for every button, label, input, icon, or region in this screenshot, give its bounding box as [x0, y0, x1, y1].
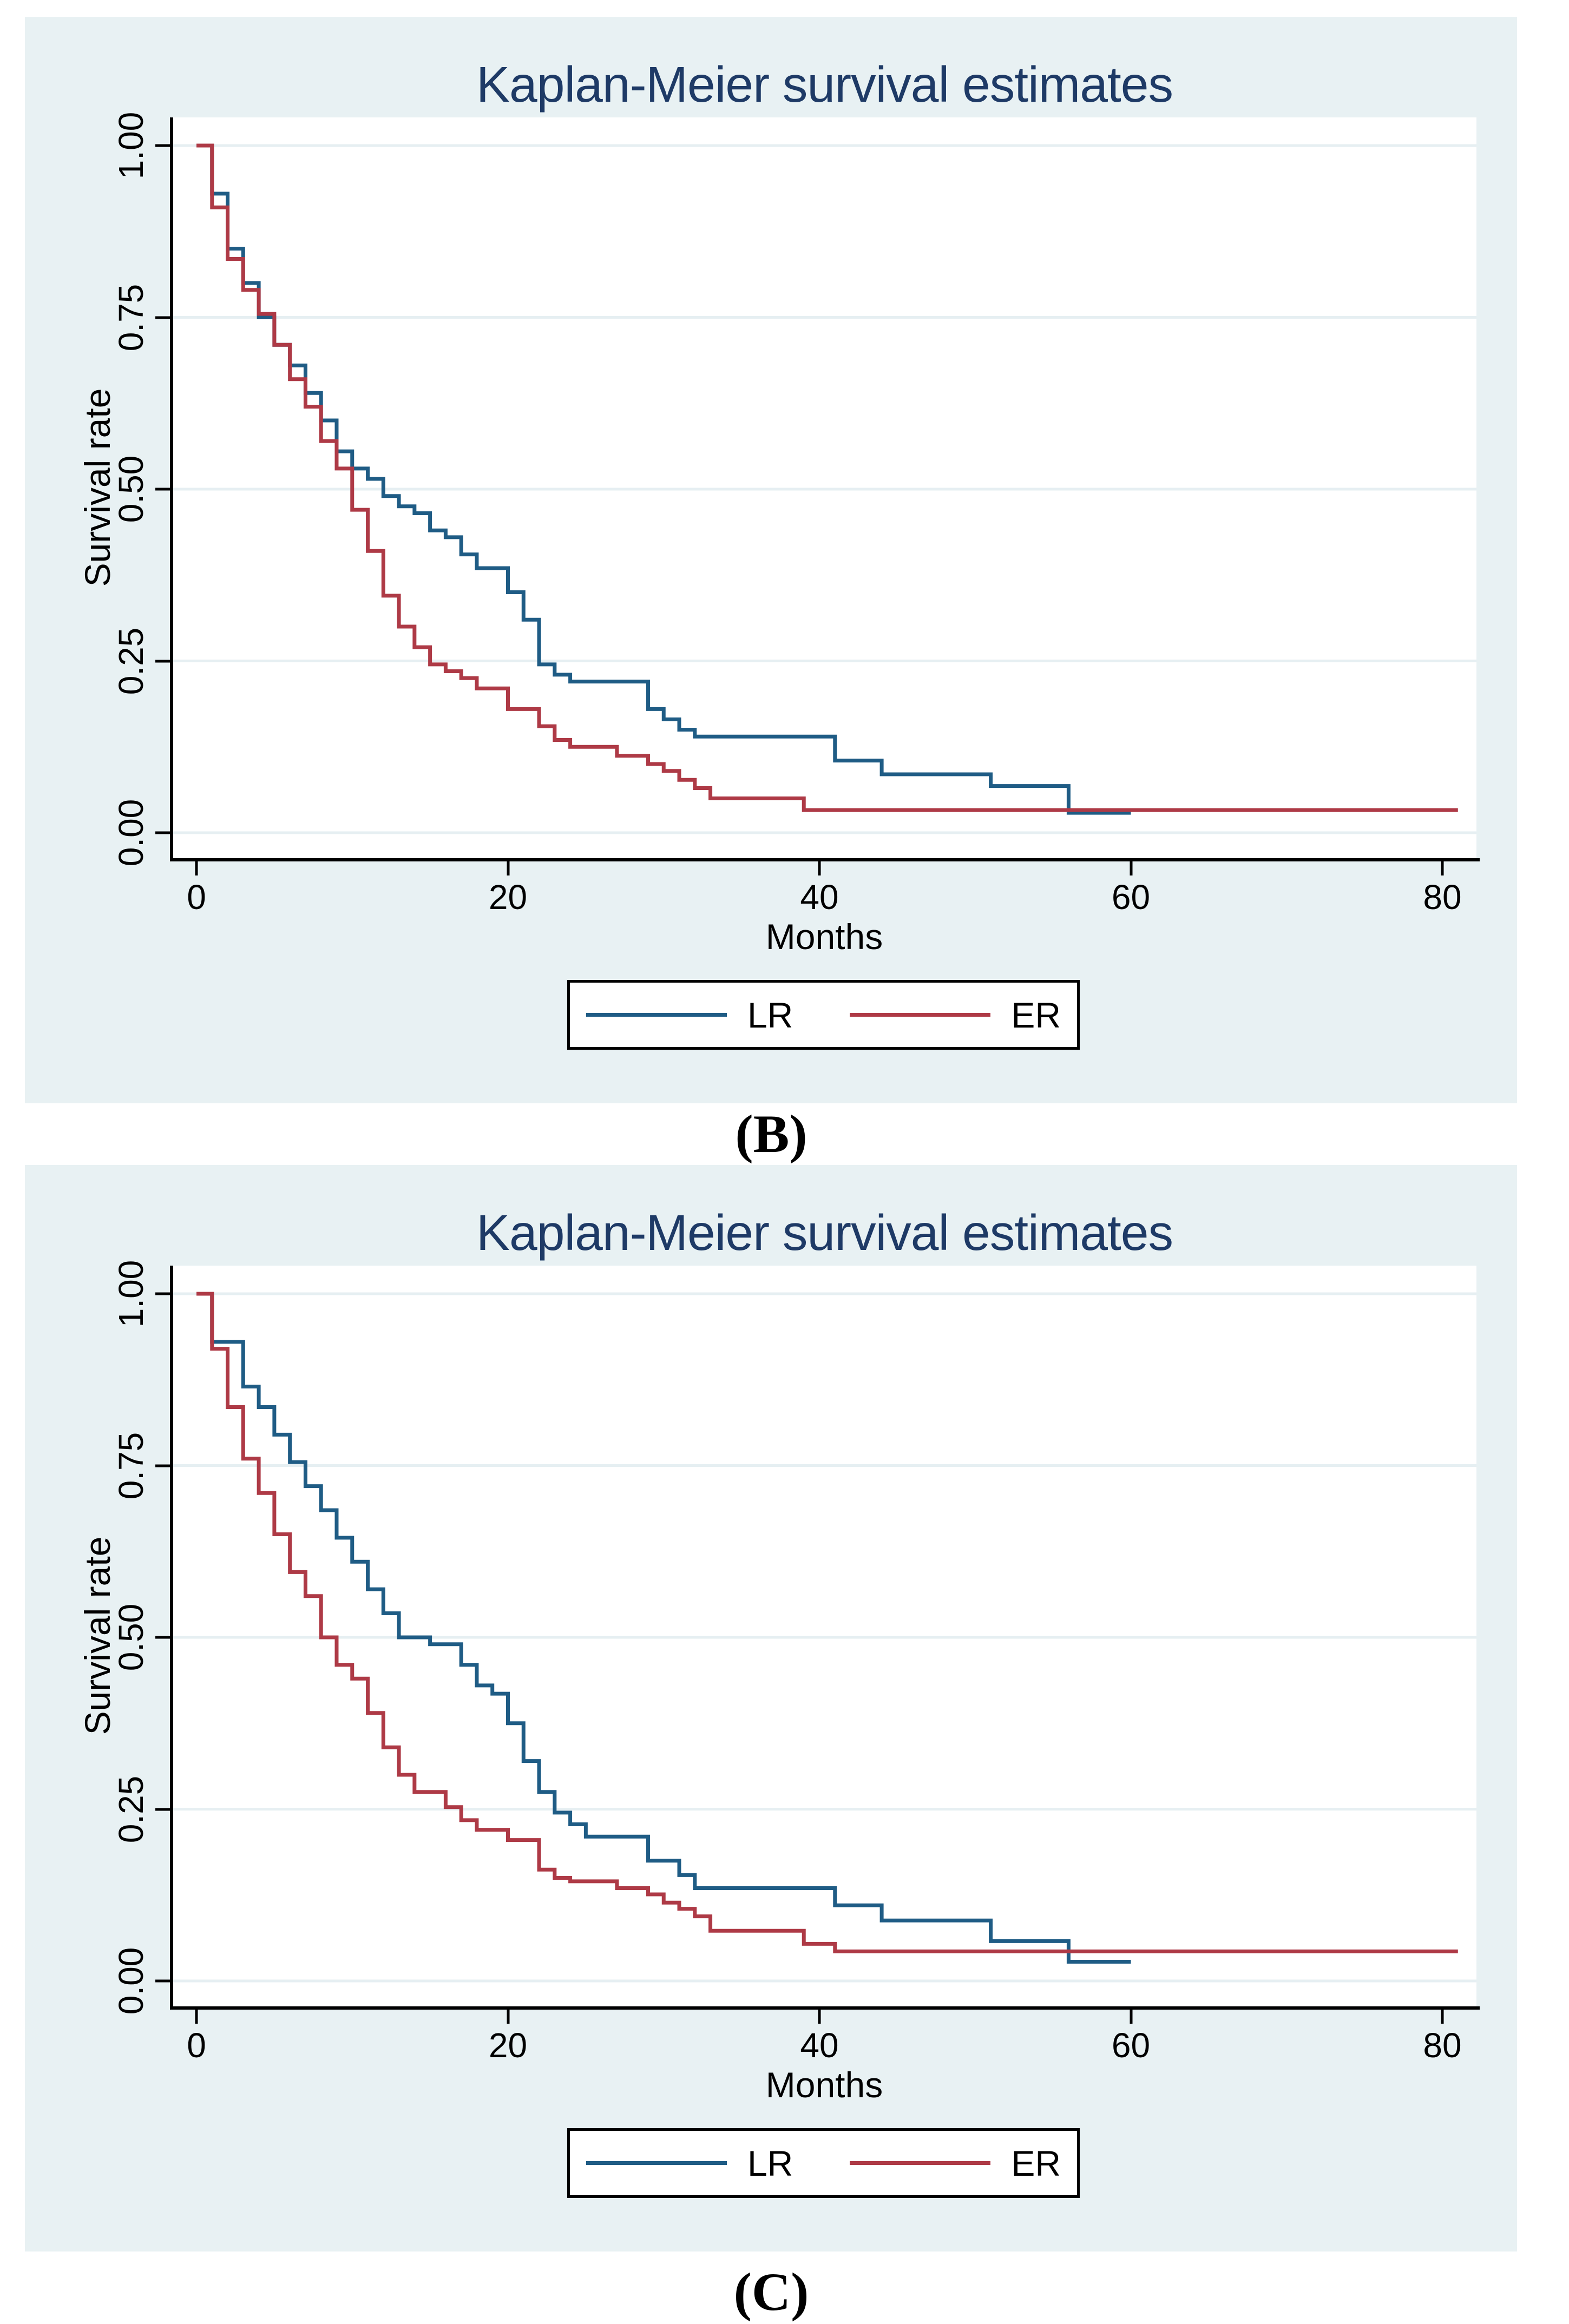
- y-axis-line: [170, 117, 173, 861]
- y-tick-label: 0.50: [111, 1603, 150, 1671]
- km-curves-svg: [173, 1292, 1476, 1983]
- plot-area: [173, 117, 1476, 858]
- x-tick: [507, 861, 509, 875]
- x-axis-line: [170, 2006, 1480, 2010]
- x-tick: [195, 861, 198, 875]
- x-tick-label: 60: [1111, 2026, 1151, 2065]
- x-tick-label: 20: [488, 878, 528, 917]
- y-tick-label: 0.00: [111, 799, 150, 867]
- y-axis-line: [170, 1266, 173, 2010]
- legend: LR ER: [567, 2128, 1080, 2198]
- y-tick-label: 0.00: [111, 1947, 150, 2015]
- x-axis-title: Months: [765, 2065, 883, 2105]
- x-tick: [1130, 2010, 1132, 2024]
- x-tick-label: 80: [1423, 2026, 1462, 2065]
- y-axis-title: Survival rate: [77, 388, 117, 587]
- lr-line-sample: [586, 2161, 727, 2165]
- er-line-sample: [850, 2161, 991, 2165]
- plot-area: [173, 1266, 1476, 2006]
- figure-c-panel: Kaplan-Meier survival estimates 0 20 40 60 8…: [25, 1165, 1517, 2251]
- y-tick-label: 1.00: [111, 111, 150, 180]
- x-tick-label: 0: [187, 2026, 206, 2065]
- legend-item-lr: LR: [586, 2143, 793, 2184]
- legend-item-er: ER: [850, 2143, 1061, 2184]
- y-tick-label: 0.75: [111, 284, 150, 351]
- y-tick: [155, 316, 171, 319]
- y-tick: [155, 1464, 171, 1467]
- chart-title: Kaplan-Meier survival estimates: [476, 1204, 1173, 1261]
- legend: LR ER: [567, 980, 1080, 1050]
- legend-label-er: ER: [1011, 995, 1061, 1035]
- x-tick-label: 80: [1423, 878, 1462, 917]
- legend-label-lr: LR: [747, 2143, 793, 2183]
- y-tick: [155, 831, 171, 834]
- figure-b-panel: Kaplan-Meier survival estimates 0 20 40 60 8…: [25, 17, 1517, 1103]
- y-tick-label: 0.25: [111, 1775, 150, 1843]
- y-axis-title: Survival rate: [77, 1536, 117, 1735]
- x-tick-label: 20: [488, 2026, 528, 2065]
- x-tick-label: 0: [187, 878, 206, 917]
- y-tick-label: 1.00: [111, 1260, 150, 1328]
- x-tick: [818, 861, 821, 875]
- y-tick: [155, 144, 171, 147]
- panel-label-c: (C): [733, 2262, 809, 2322]
- x-tick: [507, 2010, 509, 2024]
- x-tick-label: 60: [1111, 878, 1151, 917]
- km-curves-svg: [173, 143, 1476, 834]
- chart-title: Kaplan-Meier survival estimates: [476, 56, 1173, 113]
- er-line-sample: [850, 1013, 991, 1017]
- y-tick-label: 0.50: [111, 455, 150, 523]
- y-tick-label: 0.25: [111, 627, 150, 695]
- y-tick: [155, 1636, 171, 1639]
- y-tick: [155, 1292, 171, 1295]
- lr-line-sample: [586, 1013, 727, 1017]
- legend-item-er: ER: [850, 995, 1061, 1036]
- x-tick: [195, 2010, 198, 2024]
- x-tick-label: 40: [800, 878, 839, 917]
- x-tick: [1441, 861, 1444, 875]
- y-tick: [155, 1808, 171, 1811]
- y-tick: [155, 660, 171, 662]
- x-tick: [1441, 2010, 1444, 2024]
- x-tick-label: 40: [800, 2026, 839, 2065]
- panel-label-b: (B): [735, 1104, 808, 1164]
- y-tick-label: 0.75: [111, 1432, 150, 1499]
- legend-label-lr: LR: [747, 995, 793, 1035]
- y-tick: [155, 1979, 171, 1983]
- legend-item-lr: LR: [586, 995, 793, 1036]
- legend-label-er: ER: [1011, 2143, 1061, 2183]
- x-axis-line: [170, 858, 1480, 861]
- y-tick: [155, 488, 171, 491]
- x-tick: [1130, 861, 1132, 875]
- x-tick: [818, 2010, 821, 2024]
- x-axis-title: Months: [765, 917, 883, 957]
